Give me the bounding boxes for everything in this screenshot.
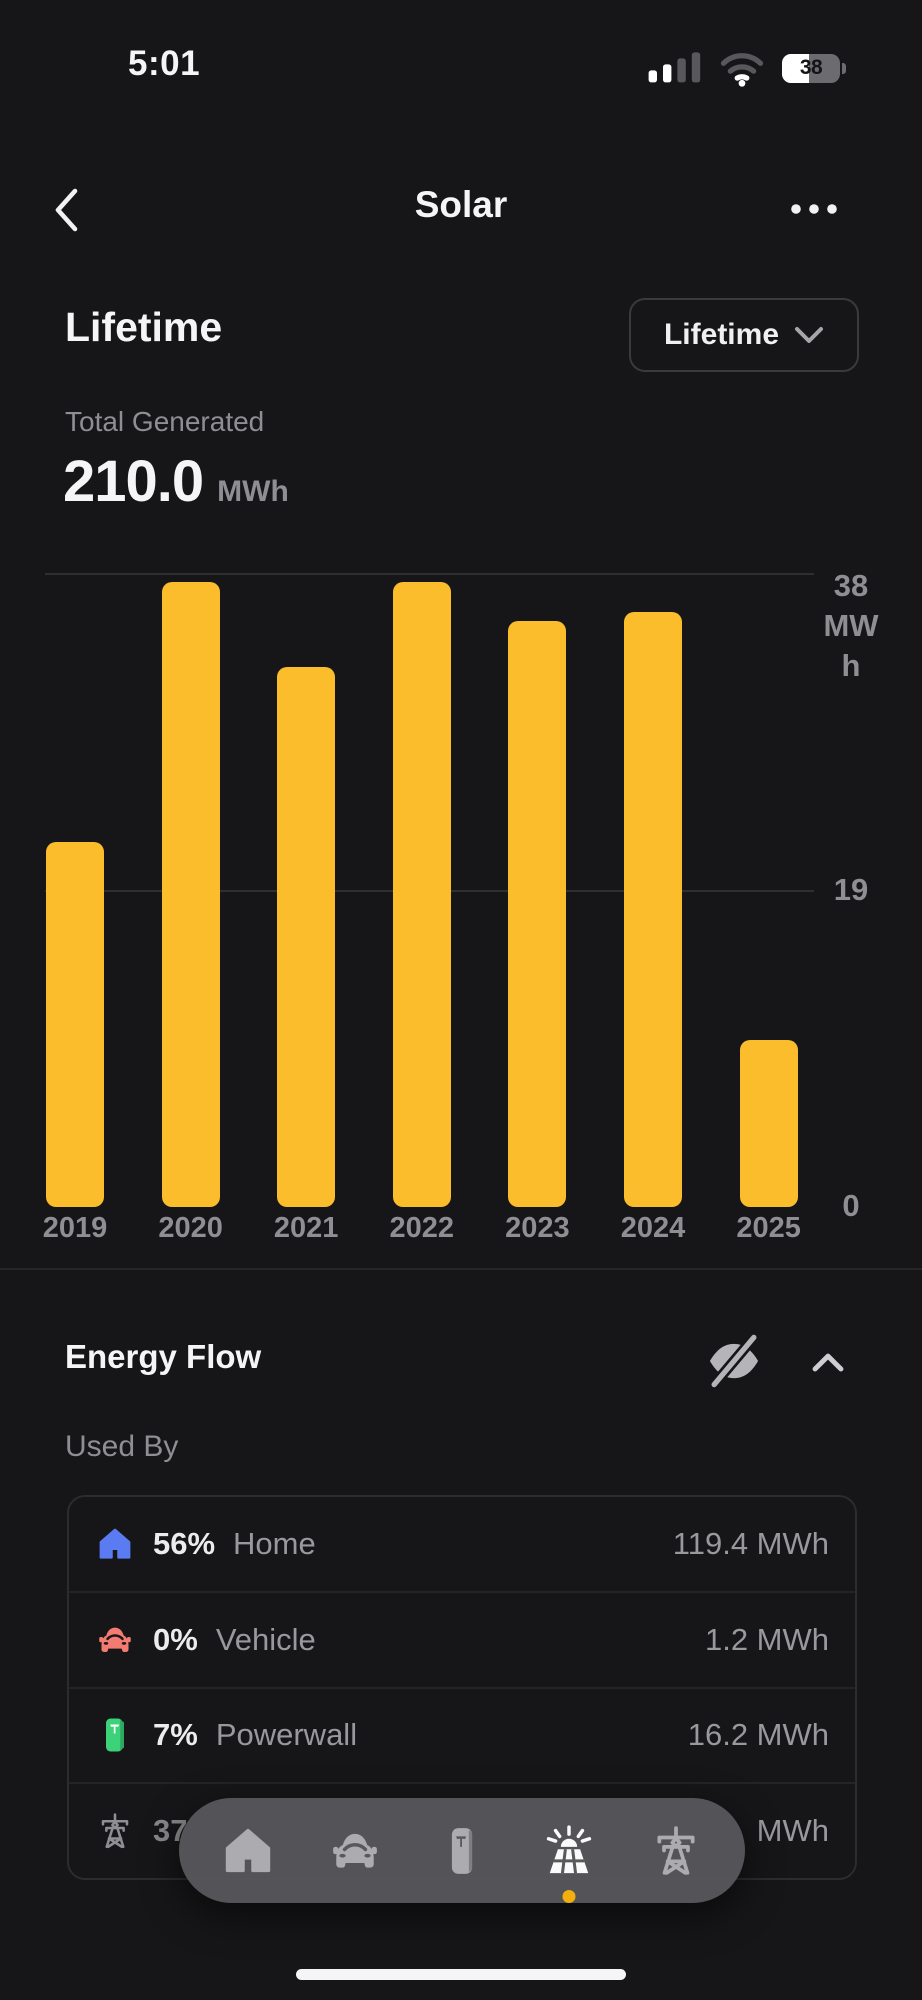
tab-solar[interactable] (534, 1816, 604, 1903)
chart-xlabel-2020: 2020 (158, 1212, 223, 1244)
chart-bar-2021[interactable] (277, 667, 336, 1207)
page-title: Solar (414, 184, 508, 225)
period-selector-label: Lifetime (663, 318, 780, 351)
grid-value: MWh (756, 1813, 829, 1849)
powerwall-tab-icon (451, 1827, 473, 1874)
period-selector[interactable]: Lifetime (629, 298, 859, 372)
vehicle-icon (95, 1620, 135, 1660)
home-value: 119.4 MWh (672, 1525, 829, 1561)
vehicle-value: 1.2 MWh (704, 1621, 829, 1657)
chart-xlabel-2021: 2021 (273, 1212, 339, 1244)
summary-value: 210.0 MWh (63, 448, 289, 515)
grid-tower-icon (95, 1811, 135, 1851)
home-indicator[interactable] (296, 1969, 626, 1980)
chevron-down-icon (795, 326, 824, 343)
chart-ytick-0: 0 (842, 1188, 860, 1223)
energy-flow-title: Energy Flow (65, 1338, 262, 1375)
ellipsis-icon (791, 204, 837, 214)
powerwall-icon (95, 1715, 135, 1755)
chart-bar-2020[interactable] (161, 582, 220, 1207)
tab-home[interactable] (213, 1816, 283, 1886)
visibility-toggle-button[interactable] (704, 1331, 764, 1391)
tab-bar (179, 1798, 745, 1903)
vehicle-tab-icon (333, 1833, 377, 1868)
chart-bar-2024[interactable] (624, 612, 682, 1207)
summary-number: 210.0 (63, 449, 204, 514)
used-by-row-powerwall[interactable]: 7% Powerwall 16.2 MWh (69, 1686, 855, 1783)
chart-bar-2025[interactable] (739, 1040, 798, 1207)
summary-unit: MWh (217, 475, 289, 508)
used-by-card: 56% Home 119.4 MWh 0% Vehicle 1.2 MWh (67, 1495, 857, 1880)
status-icons: 38 (648, 48, 846, 88)
chart-xlabel-2019: 2019 (42, 1212, 108, 1244)
collapse-section-button[interactable] (808, 1346, 848, 1378)
powerwall-label: Powerwall (215, 1717, 358, 1753)
home-icon (95, 1524, 135, 1564)
powerwall-percent: 7% (153, 1717, 198, 1753)
section-divider (0, 1268, 922, 1270)
battery-nub (842, 62, 846, 74)
used-by-row-grid[interactable]: 37 MWh (69, 1782, 855, 1878)
more-options-button[interactable] (786, 194, 842, 224)
chart-xlabel-2023: 2023 (505, 1212, 570, 1244)
chart-ytick-38: 38 MW h (823, 568, 879, 683)
chart-bar-2019[interactable] (46, 842, 104, 1207)
chart-bar-2022[interactable] (392, 582, 451, 1207)
chevron-up-icon (812, 1353, 844, 1372)
period-heading: Lifetime (65, 304, 223, 350)
eye-slash-icon (709, 1334, 759, 1388)
home-tab-icon (225, 1828, 271, 1872)
solar-tab-icon (546, 1824, 592, 1873)
used-by-row-home[interactable]: 56% Home 119.4 MWh (69, 1497, 855, 1591)
used-by-row-vehicle[interactable]: 0% Vehicle 1.2 MWh (69, 1590, 855, 1687)
chevron-left-icon (55, 188, 78, 232)
active-tab-dot (562, 1889, 576, 1903)
home-percent: 56% (153, 1525, 216, 1561)
home-label: Home (233, 1525, 316, 1561)
tab-powerwall[interactable] (427, 1816, 497, 1886)
chart-bar-2023[interactable] (508, 620, 567, 1207)
used-by-label: Used By (65, 1430, 179, 1463)
chart-xlabel-2024: 2024 (620, 1212, 686, 1244)
battery-icon: 38 (782, 53, 846, 83)
grid-tab-icon (657, 1825, 695, 1875)
cellular-signal-icon (648, 52, 701, 83)
summary-label: Total Generated (65, 406, 265, 437)
battery-fill (782, 53, 809, 83)
vehicle-label: Vehicle (215, 1621, 316, 1657)
status-time: 5:01 (128, 44, 201, 83)
powerwall-value: 16.2 MWh (687, 1717, 829, 1753)
chart-ytick-19: 19 (833, 871, 869, 907)
chart-xlabel-2025: 2025 (736, 1212, 801, 1244)
battery-percent: 38 (799, 56, 823, 79)
vehicle-percent: 0% (153, 1621, 198, 1657)
wifi-icon (720, 53, 764, 87)
chart-gridline-38 (45, 573, 814, 575)
tab-grid[interactable] (641, 1816, 711, 1886)
back-button[interactable] (50, 186, 82, 234)
chart-xlabel-2022: 2022 (389, 1212, 455, 1244)
tab-vehicle[interactable] (320, 1816, 390, 1886)
